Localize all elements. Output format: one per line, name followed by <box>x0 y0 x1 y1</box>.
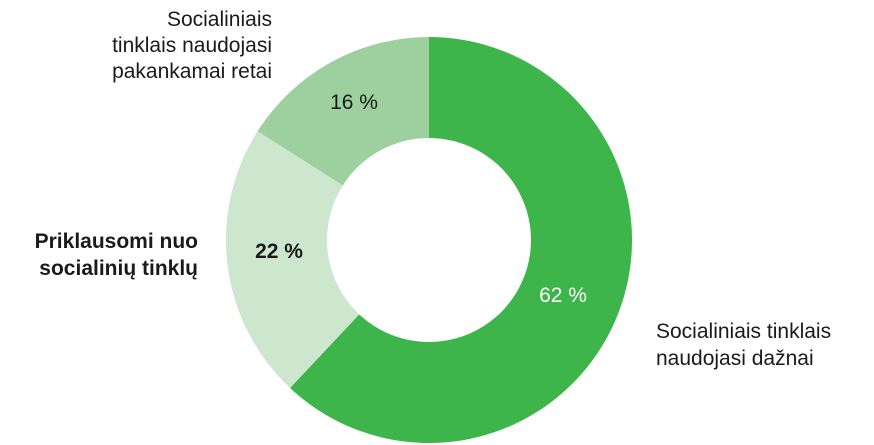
donut-slices <box>225 37 632 443</box>
donut-slice-1 <box>290 37 632 443</box>
slice-value-label-1: 62 % <box>539 284 587 307</box>
category-label-line: socialinių tinklų <box>39 257 198 280</box>
slice-category-label-2: Priklausomi nuo socialinių tinklų <box>35 230 198 280</box>
category-label-line: naudojasi dažnai <box>656 347 814 370</box>
slice-category-labels: Socialiniais tinklais naudojasi dažnai Pri… <box>35 8 831 370</box>
slice-value-labels: 62 % 22 % 16 % <box>255 91 587 307</box>
donut-slice-2 <box>225 131 360 388</box>
category-label-line: pakankamai retai <box>112 60 272 83</box>
slice-category-label-1: Socialiniais tinklais naudojasi dažnai <box>656 320 831 370</box>
slice-category-label-3: Socialiniais tinklais naudojasi pakankamai… <box>112 8 272 83</box>
category-label-line: Priklausomi nuo <box>35 230 198 253</box>
category-label-line: tinklais naudojasi <box>112 34 272 57</box>
slice-value-label-2: 22 % <box>255 240 303 263</box>
category-label-line: Socialiniais tinklais <box>656 320 831 343</box>
category-label-line: Socialiniais <box>167 8 272 31</box>
donut-slice-3 <box>257 37 429 186</box>
slice-value-label-3: 16 % <box>330 91 378 114</box>
